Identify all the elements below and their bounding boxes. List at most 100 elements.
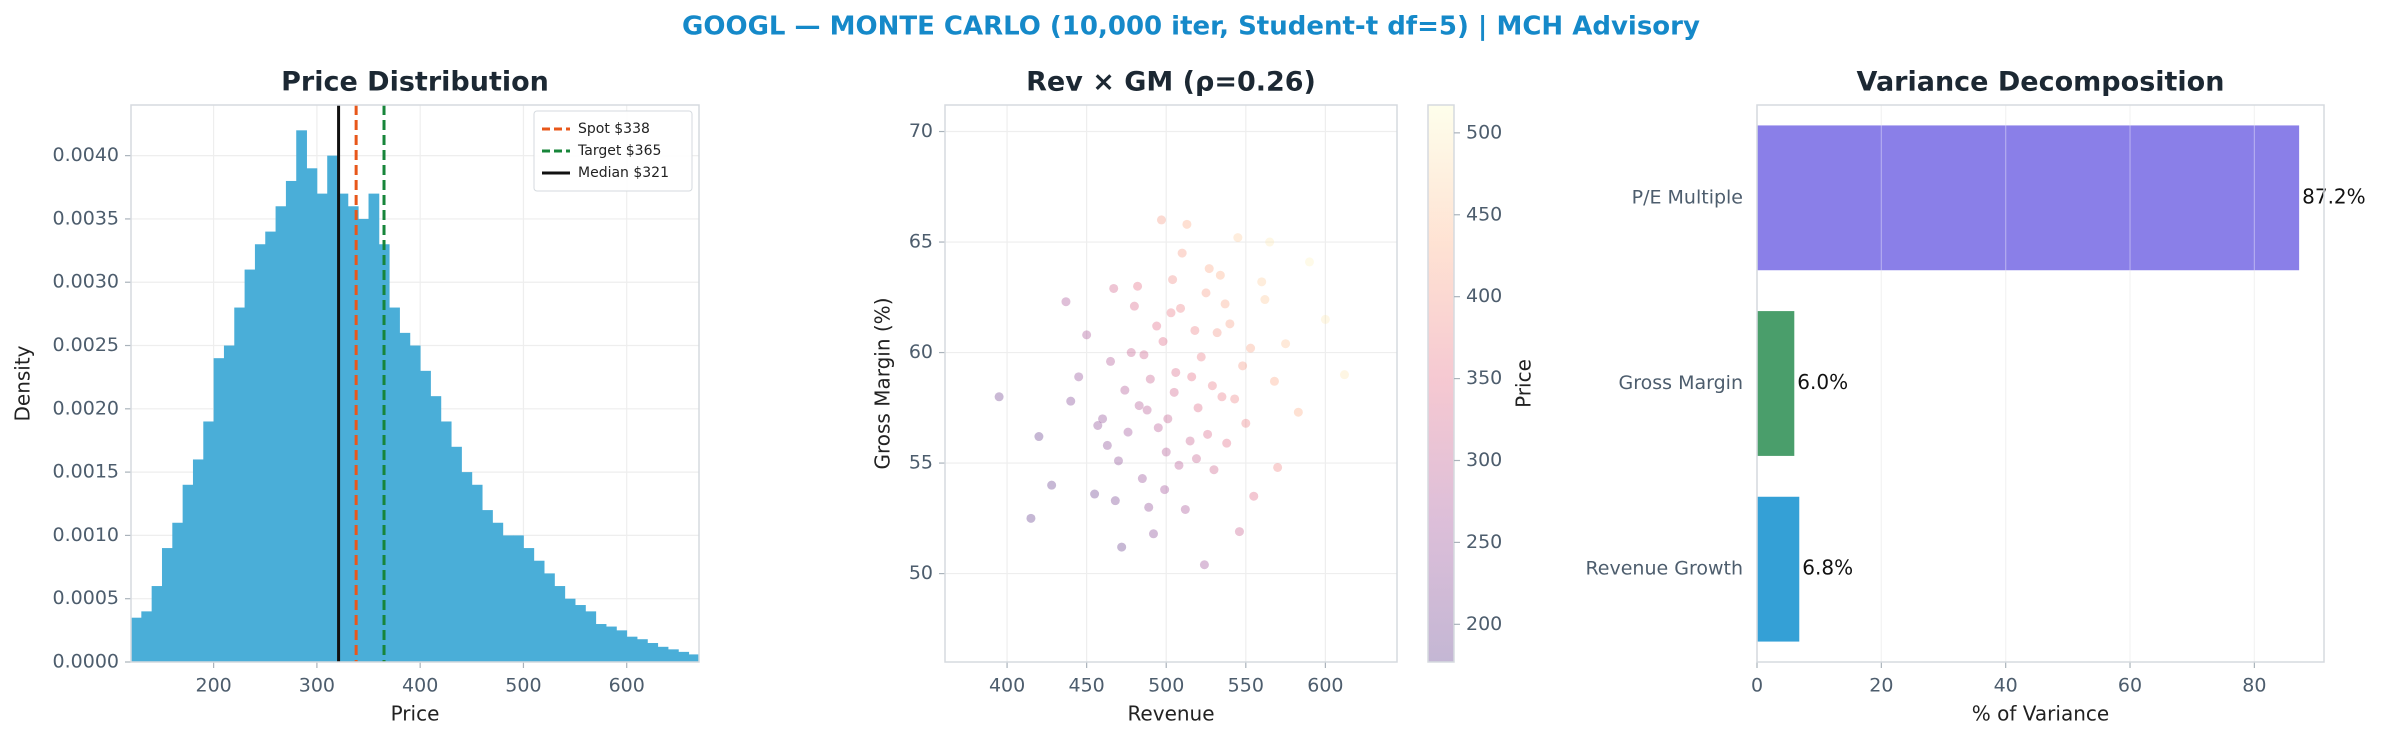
y-tick-label: 0.0015 <box>53 461 119 483</box>
scatter-point <box>1217 392 1227 402</box>
histogram-bar <box>668 649 679 662</box>
histogram-bar <box>585 611 597 662</box>
legend-label: Median $321 <box>578 165 669 181</box>
scatter-point <box>1182 219 1192 229</box>
histogram-bar <box>657 646 669 662</box>
scatter-point <box>1215 270 1225 280</box>
histogram-bar <box>223 345 235 662</box>
colorbar-tick-label: 350 <box>1466 367 1502 389</box>
x-tick-label: 500 <box>1148 675 1184 697</box>
scatter-point <box>1113 456 1123 466</box>
scatter-point <box>1304 257 1314 267</box>
y-tick-label: 0.0025 <box>53 334 119 356</box>
scatter-point <box>1034 432 1044 442</box>
x-tick-label: 400 <box>989 675 1025 697</box>
y-tick-label: 60 <box>909 341 933 363</box>
histogram-bar <box>626 636 638 662</box>
y-tick-label: Revenue Growth <box>1585 558 1743 580</box>
y-tick-label: 0.0040 <box>53 144 119 166</box>
scatter-point <box>1110 496 1120 506</box>
scatter-point <box>1234 527 1244 537</box>
scatter-point <box>1156 215 1166 225</box>
histogram-bar <box>688 654 700 662</box>
scatter-point <box>1047 480 1057 490</box>
scatter-point <box>1163 414 1173 424</box>
histogram-bar <box>502 535 514 662</box>
histogram-bar <box>296 130 307 662</box>
scatter-point <box>1185 436 1195 446</box>
scatter-point <box>1090 489 1100 499</box>
scatter-point <box>1123 427 1133 437</box>
histogram-bar <box>151 586 163 662</box>
scatter-point <box>1190 325 1200 335</box>
bar <box>1757 311 1795 456</box>
colorbar-tick-label: 250 <box>1466 531 1502 553</box>
y-axis-label: Density <box>11 345 35 421</box>
chart-title: Rev × GM (ρ=0.26) <box>1026 67 1316 98</box>
histogram-bar <box>554 586 566 662</box>
histogram-bar <box>420 370 431 662</box>
scatter-point <box>1225 319 1235 329</box>
x-axis-label: Revenue <box>1127 702 1214 726</box>
scatter-point <box>1339 370 1349 380</box>
histogram-bar <box>316 193 328 662</box>
scatter-point <box>1098 414 1108 424</box>
chart-title: Variance Decomposition <box>1857 67 2225 98</box>
histogram-bar <box>327 155 338 663</box>
histogram-bar <box>347 206 359 663</box>
y-tick-label: P/E Multiple <box>1632 186 1743 208</box>
scatter-point <box>1193 403 1203 413</box>
colorbar-tick-label: 400 <box>1466 285 1502 307</box>
histogram-bar <box>492 522 504 662</box>
x-tick-label: 60 <box>2118 675 2142 697</box>
scatter-point <box>1180 504 1190 514</box>
scatter-point <box>1160 485 1170 495</box>
histogram-bar <box>606 626 617 662</box>
histogram-bar <box>368 193 380 662</box>
histogram-bar <box>265 231 276 662</box>
scatter-point <box>1230 394 1240 404</box>
scatter-point <box>1158 337 1168 347</box>
histogram-bar <box>203 421 215 662</box>
scatter-point <box>1145 374 1155 384</box>
scatter-point <box>1109 283 1119 293</box>
scatter-point <box>1212 328 1222 338</box>
histogram-bar <box>430 396 442 662</box>
scatter-point <box>1273 462 1283 472</box>
scatter-point <box>1196 352 1206 362</box>
scatter-point <box>1203 429 1213 439</box>
scatter-point <box>1074 372 1084 382</box>
scatter-point <box>1241 418 1251 428</box>
scatter-point <box>1191 454 1201 464</box>
histogram-bar <box>595 624 607 662</box>
histogram-bar <box>306 168 318 662</box>
legend-label: Spot $338 <box>578 121 650 137</box>
y-tick-label: 0.0030 <box>53 271 119 293</box>
x-tick-label: 0 <box>1751 675 1763 697</box>
chart-title: Price Distribution <box>281 67 549 98</box>
scatter-point <box>1061 297 1071 307</box>
scatter-point <box>1142 405 1152 415</box>
histogram-bar <box>451 446 462 662</box>
histogram-bar <box>131 617 142 662</box>
histogram-bar <box>513 535 524 662</box>
scatter-point <box>1281 339 1291 349</box>
x-axis-label: Price <box>391 702 440 726</box>
scatter-point <box>1177 248 1187 258</box>
x-tick-label: 600 <box>1307 675 1343 697</box>
scatter-point <box>1257 277 1267 287</box>
scatter-point <box>1152 321 1162 331</box>
scatter-point <box>1134 401 1144 411</box>
scatter-point <box>1246 343 1256 353</box>
histogram-bar <box>358 218 369 662</box>
scatter-point <box>994 392 1004 402</box>
scatter-point <box>1207 381 1217 391</box>
x-tick-label: 40 <box>1994 675 2018 697</box>
x-tick-label: 600 <box>609 675 645 697</box>
histogram-bar <box>564 598 576 662</box>
scatter-point <box>1106 356 1116 366</box>
histogram-bar <box>254 244 266 662</box>
histogram-bar <box>678 651 690 662</box>
colorbar-tick-label: 300 <box>1466 449 1502 471</box>
y-tick-label: 0.0010 <box>53 524 119 546</box>
